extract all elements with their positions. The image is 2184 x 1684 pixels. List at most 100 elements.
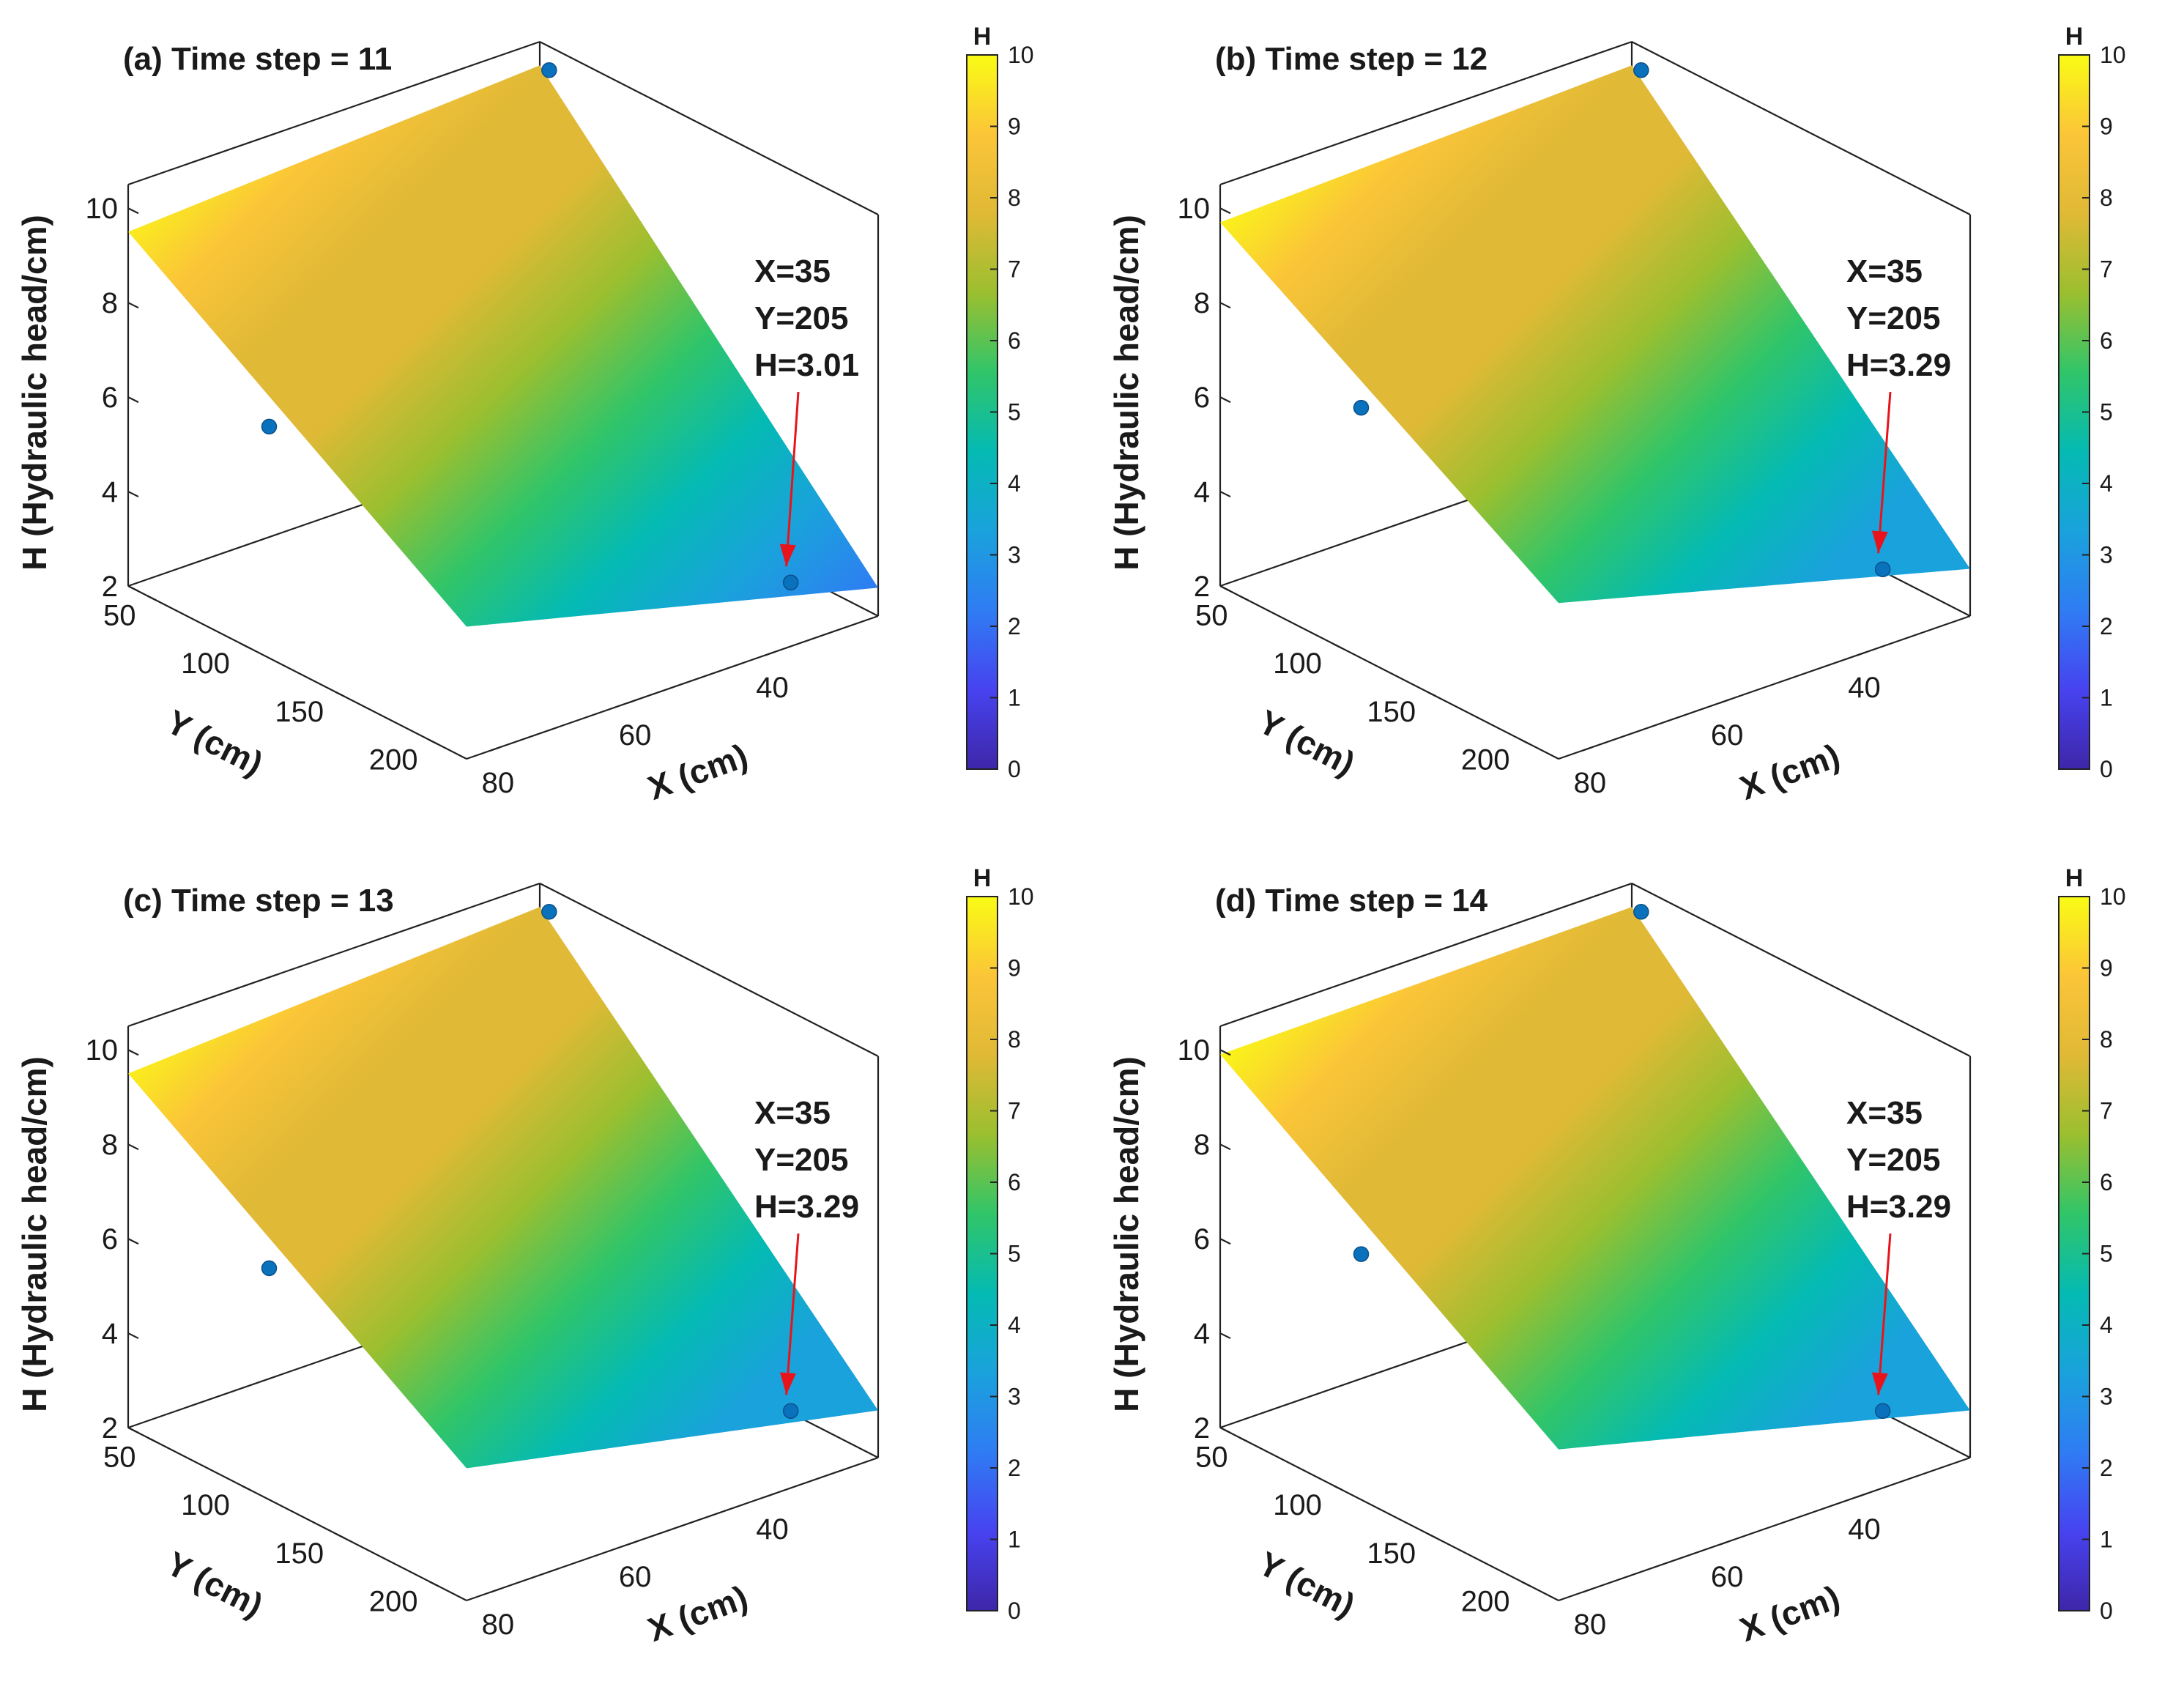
- panel-title: (d) Time step = 14: [1215, 883, 1488, 919]
- x-axis-label: X (cm): [1735, 1578, 1845, 1649]
- colorbar-tick-label: 5: [1008, 1241, 1021, 1267]
- x-tick-mark: [627, 1540, 639, 1546]
- colorbar-tick-label: 2: [2100, 1455, 2113, 1481]
- x-tick-label: 80: [482, 1609, 515, 1641]
- observation-point-3: [1874, 1403, 1891, 1419]
- z-tick-mark: [1219, 1049, 1231, 1056]
- y-tick-label: 100: [1273, 648, 1322, 680]
- z-tick-mark: [1219, 1427, 1231, 1433]
- box-edge-top-back: [1219, 40, 1633, 186]
- y-tick-label: 200: [369, 743, 418, 776]
- z-tick-label: 10: [1178, 1034, 1211, 1067]
- z-axis-label: H (Hydraulic head/cm): [15, 1056, 53, 1412]
- annotation-arrow: [1877, 391, 1892, 554]
- colorbar-tick-label: 8: [1008, 1026, 1021, 1053]
- z-tick-mark: [1219, 1143, 1231, 1151]
- colorbar-tick-label: 3: [2100, 542, 2113, 568]
- y-axis-label: Y (cm): [160, 702, 269, 783]
- annotation-arrow: [785, 1233, 800, 1395]
- axis-line-x: [466, 615, 879, 760]
- z-tick-label: 6: [102, 1223, 118, 1255]
- y-tick-mark: [1427, 691, 1437, 697]
- x-axis-label: X (cm): [643, 736, 753, 807]
- x-tick-mark: [1582, 746, 1594, 752]
- annotation-line-2: Y=205: [1846, 300, 1940, 336]
- observation-point-3: [782, 574, 799, 591]
- y-tick-mark: [1427, 1532, 1437, 1539]
- observation-point-1: [541, 62, 557, 78]
- z-tick-label: 8: [1194, 287, 1210, 319]
- colorbar-tick-label: 9: [2100, 955, 2113, 982]
- annotation-line-1: X=35: [1846, 253, 1923, 289]
- axis-line-x: [466, 1456, 879, 1602]
- observation-point-2: [1353, 399, 1370, 416]
- y-tick-label: 200: [1461, 1585, 1510, 1617]
- z-tick-mark: [1219, 585, 1231, 592]
- panel-c: 2 4 6 8 10 50 100 150 200 40 60 80 H (Hydraulic head…: [0, 842, 1092, 1683]
- y-tick-mark: [335, 1532, 345, 1539]
- annotation-line-2: Y=205: [1846, 1142, 1940, 1178]
- y-tick-mark: [147, 1436, 157, 1443]
- box-edge-top-back: [127, 40, 541, 186]
- observation-point-1: [1633, 904, 1649, 920]
- annotation-line-1: X=35: [1846, 1095, 1923, 1131]
- panel-title: (c) Time step = 13: [123, 883, 394, 919]
- z-tick-label: 4: [102, 476, 118, 508]
- panel-b: 2 4 6 8 10 50 100 150 200 40 60 80 H (Hydraulic head…: [1092, 0, 2184, 842]
- colorbar-tick-label: 6: [1008, 1169, 1021, 1195]
- z-tick-mark: [1219, 1238, 1231, 1245]
- x-tick-label: 80: [1574, 767, 1607, 799]
- y-tick-mark: [1239, 595, 1249, 601]
- colorbar-tick-label: 1: [2100, 1527, 2113, 1553]
- colorbar-tick-label: 10: [1008, 883, 1034, 910]
- y-tick-mark: [1521, 1581, 1531, 1587]
- z-tick-mark: [127, 1332, 139, 1340]
- z-tick-mark: [1219, 396, 1231, 404]
- colorbar-tick-label: 1: [2100, 685, 2113, 711]
- colorbar-tick-label: 6: [2100, 327, 2113, 354]
- x-tick-label: 60: [619, 1561, 652, 1593]
- y-tick-mark: [335, 691, 345, 697]
- colorbar-tick-label: 8: [1008, 185, 1021, 211]
- x-tick-mark: [490, 1587, 502, 1593]
- observation-point-2: [261, 1260, 278, 1277]
- y-tick-label: 50: [103, 600, 136, 632]
- y-tick-mark: [429, 739, 439, 746]
- x-tick-label: 60: [1711, 719, 1744, 752]
- x-tick-mark: [627, 698, 639, 704]
- z-tick-label: 2: [1194, 571, 1210, 603]
- box-edge-top-back: [127, 882, 541, 1028]
- colorbar-tick-label: 1: [1008, 685, 1021, 711]
- axis-line-x: [1558, 615, 1971, 760]
- y-tick-mark: [429, 1581, 439, 1587]
- colorbar-tick-label: 7: [2100, 256, 2113, 283]
- axis-line-x: [1558, 1456, 1971, 1602]
- y-axis-label: Y (cm): [1252, 702, 1361, 783]
- y-tick-label: 150: [1367, 696, 1416, 728]
- z-tick-label: 10: [86, 1034, 119, 1067]
- panel-a: 2 4 6 8 10 50 100 150 200 40 60 80 H (Hydraulic head…: [0, 0, 1092, 842]
- z-tick-label: 2: [1194, 1412, 1210, 1444]
- z-tick-mark: [127, 302, 139, 309]
- colorbar-tick-label: 4: [1008, 470, 1021, 497]
- colorbar-tick-label: 10: [1008, 42, 1034, 68]
- x-tick-mark: [765, 650, 776, 656]
- annotation-line-2: Y=205: [754, 300, 848, 336]
- x-tick-mark: [1857, 650, 1868, 656]
- annotation-arrowhead: [779, 544, 796, 567]
- colorbar-title: H: [2065, 23, 2084, 51]
- y-tick-label: 50: [1195, 600, 1228, 632]
- annotation-arrowhead: [1871, 530, 1888, 554]
- x-axis-label: X (cm): [1735, 736, 1845, 807]
- annotation-line-3: H=3.29: [754, 1189, 859, 1225]
- colorbar-title: H: [973, 864, 992, 892]
- colorbar-tick-label: 5: [1008, 399, 1021, 426]
- y-axis-label: Y (cm): [160, 1544, 269, 1625]
- panel-d: 2 4 6 8 10 50 100 150 200 40 60 80 H (Hydraulic head…: [1092, 842, 2184, 1683]
- colorbar-tick-label: 4: [2100, 470, 2113, 497]
- axis-line-y: [127, 1427, 467, 1601]
- axis-line-y: [1219, 585, 1559, 760]
- colorbar-tick-label: 9: [2100, 114, 2113, 140]
- x-tick-label: 80: [1574, 1609, 1607, 1641]
